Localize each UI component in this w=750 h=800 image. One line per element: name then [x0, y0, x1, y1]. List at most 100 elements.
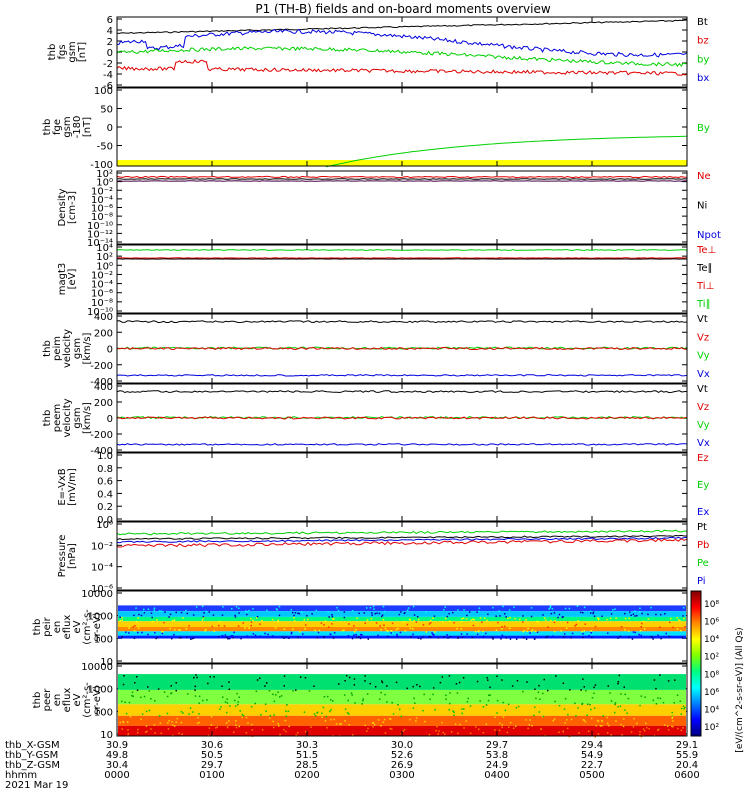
spectrogram-speckle [442, 621, 444, 623]
spectrogram-speckle [144, 731, 147, 733]
spectrogram-speckle [448, 709, 450, 711]
spectrogram-speckle [382, 619, 385, 621]
spectrogram-speckle [516, 680, 519, 682]
spectrogram-speckle [476, 680, 479, 683]
spectrogram-speckle [150, 728, 152, 730]
spectrogram-speckle [680, 630, 682, 632]
spectrogram-speckle [489, 686, 491, 689]
spectrogram-speckle [626, 712, 628, 714]
y-axis-label: magt3 [57, 263, 68, 296]
x-tick-label: 29.1 [676, 740, 698, 751]
spectrogram-speckle [380, 629, 382, 631]
y-tick-label: 10⁻⁴ [91, 280, 113, 291]
spectrogram-speckle [677, 727, 679, 730]
spectrogram-speckle [323, 696, 326, 698]
spectrogram-speckle [601, 720, 604, 723]
spectrogram-speckle [517, 705, 520, 708]
spectrogram-speckle [641, 622, 643, 625]
spectrogram-speckle [419, 685, 421, 688]
spectrogram-speckle [456, 692, 459, 694]
spectrogram-speckle [128, 701, 131, 704]
y-axis-label: thb [32, 619, 43, 636]
spectrogram-speckle [429, 698, 431, 700]
spectrogram-speckle [259, 623, 261, 625]
spectrogram-speckle [358, 636, 360, 638]
spectrogram-speckle [148, 709, 151, 712]
spectrogram-speckle [612, 609, 614, 611]
spectrogram-speckle [381, 681, 384, 684]
spectrogram-speckle [353, 631, 356, 633]
spectrogram-speckle [672, 626, 674, 629]
spectrogram-speckle [417, 637, 420, 639]
spectrogram-speckle [386, 685, 388, 687]
spectrogram-speckle [494, 729, 496, 731]
spectrogram-speckle [639, 630, 642, 632]
spectrogram-speckle [642, 620, 645, 623]
y-axis-label: [km/s] [82, 402, 93, 434]
spectrogram-speckle [681, 707, 683, 710]
spectrogram-speckle [356, 637, 358, 639]
spectrogram-speckle [587, 703, 589, 705]
spectrogram-speckle [281, 636, 284, 638]
y-tick-label: 10⁻⁶ [91, 204, 113, 215]
spectrogram-speckle [351, 694, 353, 696]
spectrogram-speckle [387, 630, 389, 632]
spectrogram-speckle [226, 726, 229, 729]
y-tick-label: 10⁻⁶ [91, 289, 113, 300]
legend-entry: By [697, 123, 710, 134]
spectrogram-speckle [622, 725, 625, 728]
spectrogram-speckle [134, 682, 136, 684]
panel-efield: 1.0 0.8 0.60.4 0.2 0.0 E=-VxB [mV/m] Ez Ey Ex [57, 451, 709, 526]
spectrogram-speckle [202, 699, 204, 702]
spectrogram-speckle [478, 607, 481, 609]
spectrogram-speckle [198, 713, 200, 715]
spectrogram-speckle [343, 616, 346, 619]
spectrogram-speckle [431, 632, 433, 634]
spectrogram-speckle [143, 608, 145, 611]
spectrogram-speckle [283, 728, 285, 731]
spectrogram-speckle [379, 698, 381, 700]
spectrogram-speckle [461, 618, 463, 620]
spectrogram-speckle [382, 721, 385, 723]
colorbar-tick-label: 10⁶ [704, 618, 719, 628]
legend-entry: Ez [697, 453, 709, 464]
spectrogram-speckle [259, 635, 261, 637]
spectrogram-speckle [171, 721, 173, 723]
spectrogram-speckle [617, 637, 619, 639]
spectrogram-speckle [337, 609, 340, 612]
spectrogram-speckle [552, 635, 554, 637]
spectrogram-speckle [671, 711, 673, 714]
spectrogram-speckle [310, 726, 312, 728]
spectrogram-speckle [482, 635, 485, 638]
y-tick-label: 10⁻² [91, 186, 113, 197]
spectrogram-speckle [632, 726, 635, 728]
spectrogram-speckle [671, 716, 674, 718]
legend-entry: Ni [697, 201, 707, 212]
spectrogram-speckle [457, 609, 459, 611]
spectrogram-speckle [477, 630, 480, 632]
legend-entry: Vy [697, 420, 710, 431]
spectrogram-speckle [575, 623, 578, 626]
spectrogram-speckle [158, 610, 161, 612]
spectrogram-speckle [425, 610, 427, 613]
spectrogram-speckle [170, 685, 172, 687]
spectrogram-speckle [478, 610, 480, 613]
spectrogram-speckle [511, 685, 514, 687]
spectrogram-speckle [269, 714, 272, 717]
y-axis-label: velocity [62, 329, 73, 368]
spectrogram-speckle [501, 724, 504, 726]
spectrogram-speckle [593, 686, 595, 689]
spectrogram-speckle [395, 681, 398, 684]
spectrogram-speckle [155, 637, 157, 640]
spectrogram-speckle [353, 634, 355, 636]
spectrogram-speckle [441, 721, 443, 724]
spectrogram-speckle [634, 615, 636, 617]
spectrogram-speckle [657, 697, 659, 699]
spectrogram-speckle [287, 710, 290, 713]
spectrogram-speckle [210, 724, 213, 726]
spectrogram-speckle [125, 631, 127, 633]
spectrogram-speckle [284, 719, 287, 722]
spectrogram-speckle [131, 691, 134, 694]
spectrogram-speckle [453, 622, 455, 624]
spectrogram-speckle [628, 617, 631, 620]
